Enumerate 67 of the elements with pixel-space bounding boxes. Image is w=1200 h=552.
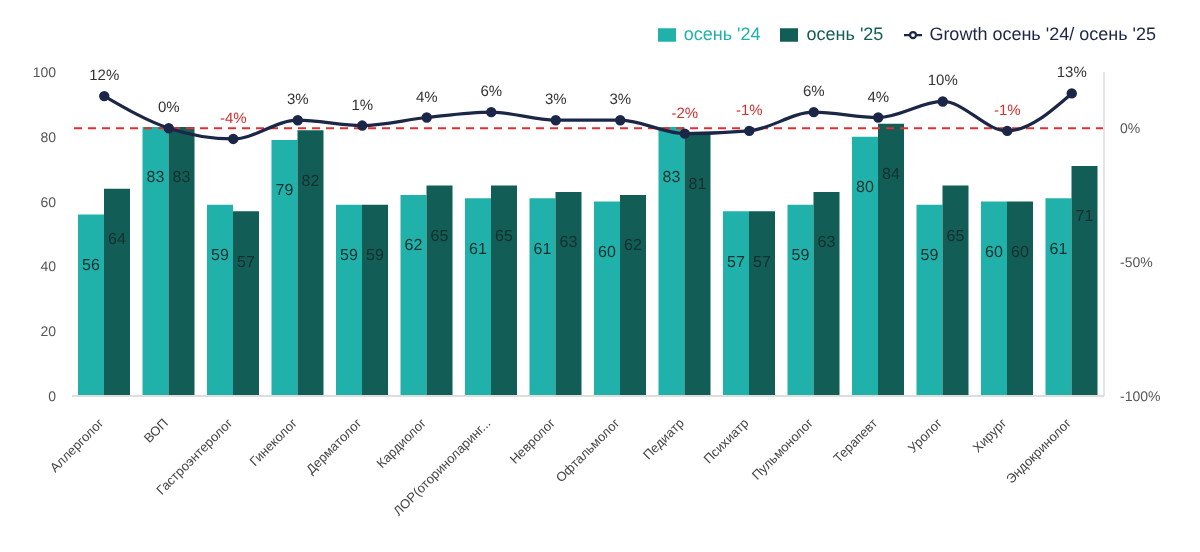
bar — [787, 204, 814, 396]
data-label: 59 — [920, 246, 940, 265]
point — [744, 125, 755, 137]
bar — [878, 123, 904, 396]
bar — [555, 191, 582, 396]
bar — [491, 185, 517, 396]
point — [679, 128, 690, 139]
data-label: 79 — [275, 181, 295, 200]
bar — [684, 133, 711, 396]
data-label: 59 — [340, 246, 359, 265]
bar — [658, 127, 685, 396]
bar — [942, 185, 969, 396]
data-label: 60 — [985, 242, 1004, 261]
bar — [594, 201, 620, 396]
bar — [362, 204, 388, 396]
bar — [207, 204, 233, 396]
bar — [620, 195, 646, 396]
bar — [981, 201, 1007, 396]
bar — [1007, 201, 1033, 396]
bar — [233, 211, 259, 396]
point — [421, 112, 432, 123]
data-label: 61 — [1049, 239, 1069, 258]
bar — [916, 204, 943, 396]
point — [228, 133, 239, 145]
bar — [529, 198, 556, 396]
bar — [271, 140, 298, 396]
bar — [297, 130, 324, 396]
point — [808, 106, 819, 118]
bar — [104, 188, 130, 396]
bar — [749, 211, 775, 396]
data-label: 57 — [727, 252, 746, 271]
bar — [400, 195, 427, 396]
point — [1002, 125, 1013, 137]
point — [615, 115, 626, 126]
data-label: 61 — [469, 239, 488, 258]
bar — [336, 204, 362, 396]
bar — [78, 214, 104, 396]
bar — [1045, 198, 1072, 396]
bar — [723, 211, 749, 396]
data-label: 56 — [82, 255, 101, 274]
bar — [1071, 165, 1098, 396]
data-label: 59 — [211, 246, 230, 265]
point — [937, 96, 948, 107]
legend-label: осень '24 — [683, 24, 761, 44]
bar — [813, 191, 840, 396]
bar — [168, 127, 195, 396]
data-label: 83 — [146, 168, 166, 187]
legend-label: осень '25 — [806, 24, 884, 44]
data-label: 80 — [856, 178, 875, 197]
point — [486, 106, 497, 118]
bar — [852, 136, 878, 396]
data-label: 62 — [404, 236, 424, 255]
point — [292, 115, 303, 126]
point — [357, 120, 368, 131]
point — [873, 112, 884, 123]
point — [550, 115, 561, 126]
point — [1066, 88, 1077, 99]
bar — [465, 198, 491, 396]
data-label: 61 — [533, 239, 553, 258]
point — [163, 123, 174, 134]
data-label: 60 — [598, 242, 617, 261]
bar — [142, 127, 169, 396]
data-label: 59 — [791, 246, 811, 265]
point — [99, 90, 110, 102]
bar — [426, 185, 453, 396]
data-label: 83 — [662, 168, 682, 187]
legend-label: Growth осень '24/ осень '25 — [929, 24, 1156, 44]
